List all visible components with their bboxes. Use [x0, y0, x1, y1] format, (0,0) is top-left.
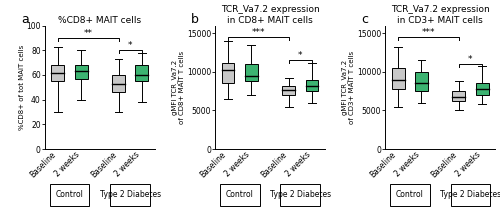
FancyBboxPatch shape [136, 65, 148, 81]
Y-axis label: %CD8+ of tot MAIT cells: %CD8+ of tot MAIT cells [19, 45, 25, 130]
Text: Type 2 Diabetes: Type 2 Diabetes [270, 190, 331, 199]
FancyBboxPatch shape [52, 65, 64, 81]
Text: *: * [298, 51, 302, 60]
Text: *: * [468, 55, 472, 64]
Text: Type 2 Diabetes: Type 2 Diabetes [100, 190, 161, 199]
Text: Type 2 Diabetes: Type 2 Diabetes [440, 190, 500, 199]
Text: b: b [191, 13, 199, 26]
FancyBboxPatch shape [390, 184, 430, 206]
Text: a: a [21, 13, 28, 26]
FancyBboxPatch shape [306, 80, 318, 91]
FancyBboxPatch shape [450, 184, 490, 206]
Title: TCR_Va7.2 expression
in CD8+ MAIT cells: TCR_Va7.2 expression in CD8+ MAIT cells [220, 5, 320, 25]
Y-axis label: gMFI TCR_Va7.2
of CD3+ MAIT T cells: gMFI TCR_Va7.2 of CD3+ MAIT T cells [342, 51, 355, 124]
FancyBboxPatch shape [220, 184, 260, 206]
Text: Control: Control [56, 190, 84, 199]
FancyBboxPatch shape [476, 83, 488, 95]
FancyBboxPatch shape [222, 63, 234, 83]
FancyBboxPatch shape [280, 184, 320, 206]
Text: *: * [128, 41, 132, 50]
Text: ***: *** [252, 28, 265, 37]
FancyBboxPatch shape [112, 75, 125, 92]
Text: Control: Control [396, 190, 423, 199]
FancyBboxPatch shape [245, 64, 258, 81]
FancyBboxPatch shape [392, 68, 404, 89]
FancyBboxPatch shape [110, 184, 150, 206]
Text: c: c [361, 13, 368, 26]
Y-axis label: gMFI TCR_Va7.2
of CD8+ MAIT T cells: gMFI TCR_Va7.2 of CD8+ MAIT T cells [172, 51, 185, 124]
FancyBboxPatch shape [415, 72, 428, 91]
FancyBboxPatch shape [452, 91, 465, 101]
FancyBboxPatch shape [75, 65, 88, 79]
Title: TCR_Va7.2 expression
in CD3+ MAIT cells: TCR_Va7.2 expression in CD3+ MAIT cells [390, 5, 490, 25]
Text: Control: Control [226, 190, 254, 199]
Text: **: ** [84, 29, 92, 37]
Text: ***: *** [422, 28, 435, 37]
Title: %CD8+ MAIT cells: %CD8+ MAIT cells [58, 16, 142, 25]
FancyBboxPatch shape [282, 86, 295, 95]
FancyBboxPatch shape [50, 184, 90, 206]
